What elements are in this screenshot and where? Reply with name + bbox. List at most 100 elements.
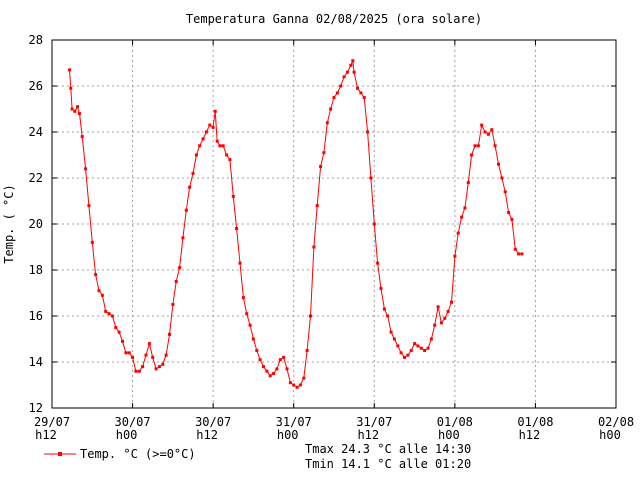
legend: Temp. °C (>=0°C) xyxy=(44,447,196,461)
data-point xyxy=(392,337,396,341)
data-point xyxy=(389,330,393,334)
y-tick-label: 20 xyxy=(29,217,43,231)
data-point xyxy=(453,254,457,258)
data-point xyxy=(329,107,333,111)
data-point xyxy=(446,309,450,313)
data-point xyxy=(238,261,242,265)
data-point xyxy=(94,273,98,277)
y-tick-label: 14 xyxy=(29,355,43,369)
legend-marker xyxy=(58,452,62,456)
data-point xyxy=(178,266,182,270)
x-tick-label-hour: h12 xyxy=(519,428,541,442)
x-tick-label-hour: h00 xyxy=(116,428,138,442)
data-point xyxy=(436,305,440,309)
data-point xyxy=(194,153,198,157)
data-point xyxy=(497,162,500,166)
data-point xyxy=(211,125,215,129)
x-tick-label-date: 01/08 xyxy=(517,415,553,429)
data-point xyxy=(117,330,121,334)
data-point xyxy=(137,369,141,373)
data-point xyxy=(443,316,447,320)
data-point xyxy=(517,252,521,256)
y-tick-label: 16 xyxy=(29,309,43,323)
data-point xyxy=(379,286,383,290)
data-point xyxy=(78,112,81,116)
data-point xyxy=(114,326,118,329)
data-point xyxy=(248,323,252,327)
data-point xyxy=(476,144,480,148)
data-point xyxy=(513,247,517,251)
data-point xyxy=(356,86,359,90)
data-point xyxy=(483,130,487,134)
data-point xyxy=(450,300,453,304)
data-point xyxy=(87,204,91,208)
data-point xyxy=(228,158,232,162)
data-point xyxy=(470,153,474,157)
data-point xyxy=(352,70,356,74)
x-tick-label-hour: h00 xyxy=(599,428,621,442)
data-point xyxy=(520,252,524,256)
data-point xyxy=(406,353,410,357)
data-point xyxy=(258,358,262,362)
data-point xyxy=(500,176,504,180)
data-point xyxy=(503,190,507,194)
data-point xyxy=(403,355,406,359)
data-point xyxy=(80,135,84,139)
data-point xyxy=(466,181,470,185)
y-axis: 12 14 16 18 20 22 24 26 28 xyxy=(29,33,616,415)
data-point xyxy=(134,369,138,373)
data-point xyxy=(144,353,148,357)
y-tick-label: 12 xyxy=(29,401,43,415)
data-point xyxy=(486,132,490,136)
data-point xyxy=(121,339,124,343)
data-point xyxy=(490,128,494,132)
data-point xyxy=(433,323,437,327)
data-point xyxy=(480,123,484,127)
data-point xyxy=(110,314,114,318)
data-point xyxy=(272,372,276,375)
data-point xyxy=(188,185,192,189)
data-point xyxy=(439,321,443,325)
data-point xyxy=(332,96,336,99)
data-point xyxy=(70,107,74,111)
data-point xyxy=(241,296,245,300)
data-point xyxy=(131,355,135,359)
data-point xyxy=(168,332,171,336)
x-tick-label-hour: h00 xyxy=(438,428,460,442)
data-point xyxy=(325,121,329,125)
data-point xyxy=(345,70,349,74)
data-point xyxy=(335,91,339,95)
x-tick-label-date: 31/07 xyxy=(276,415,312,429)
data-point xyxy=(157,365,161,369)
data-point xyxy=(285,367,289,371)
data-point xyxy=(409,349,413,352)
y-tick-label: 18 xyxy=(29,263,43,277)
data-point xyxy=(312,245,316,249)
data-point xyxy=(262,365,265,369)
data-point xyxy=(351,59,355,63)
data-point xyxy=(493,144,497,148)
data-point xyxy=(426,346,430,350)
data-point xyxy=(84,167,88,171)
data-point xyxy=(298,383,302,387)
data-point xyxy=(396,344,400,348)
data-point xyxy=(288,381,292,385)
data-point xyxy=(154,367,158,371)
data-point xyxy=(315,204,319,208)
x-tick-label-date: 01/08 xyxy=(437,415,473,429)
data-point xyxy=(215,139,219,143)
y-tick-label: 24 xyxy=(29,125,43,139)
x-tick-label-date: 29/07 xyxy=(34,415,70,429)
data-point xyxy=(184,208,188,212)
data-point xyxy=(413,342,417,346)
tmin-text: Tmin 14.1 °C alle 01:20 xyxy=(305,457,471,471)
y-tick-label: 28 xyxy=(29,33,43,47)
data-point xyxy=(69,86,73,90)
data-point xyxy=(141,365,145,369)
data-point xyxy=(151,355,155,359)
data-point xyxy=(423,349,427,352)
plot-frame xyxy=(51,39,617,409)
data-point xyxy=(342,75,346,79)
data-point xyxy=(292,383,296,387)
